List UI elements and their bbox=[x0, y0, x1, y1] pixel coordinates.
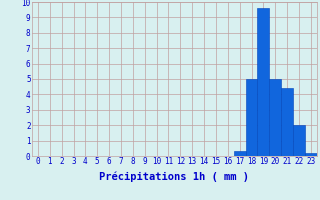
Bar bbox=[269, 79, 281, 156]
Bar bbox=[305, 153, 317, 156]
Bar bbox=[234, 151, 246, 156]
Bar bbox=[281, 88, 293, 156]
X-axis label: Précipitations 1h ( mm ): Précipitations 1h ( mm ) bbox=[100, 172, 249, 182]
Bar bbox=[246, 79, 258, 156]
Bar bbox=[293, 125, 305, 156]
Bar bbox=[258, 8, 269, 156]
